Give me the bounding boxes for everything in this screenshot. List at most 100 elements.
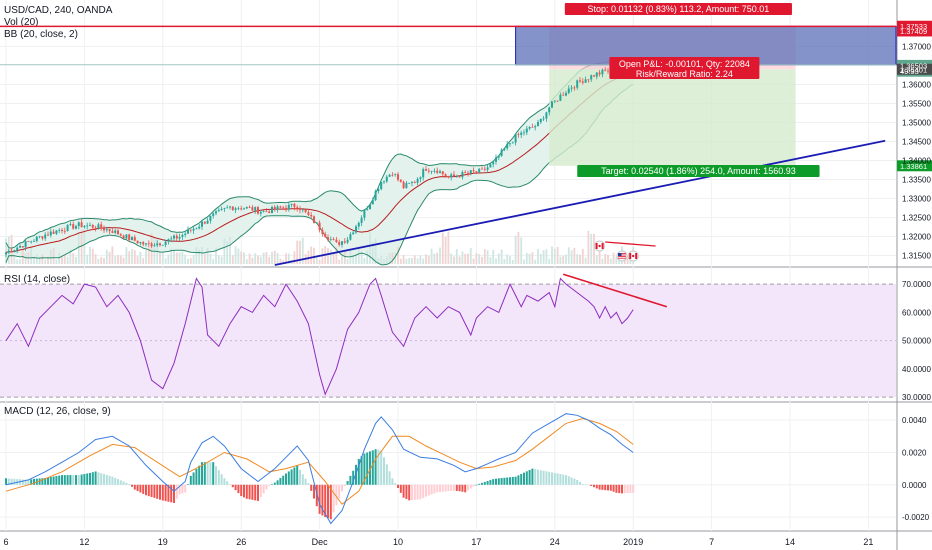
- volume-bar: [75, 256, 77, 264]
- rsi-tick-label: 40.0000: [902, 365, 931, 374]
- candle-body: [374, 191, 377, 201]
- macd-histogram-bar: [307, 483, 310, 485]
- macd-histogram-bar: [58, 475, 61, 485]
- macd-histogram-bar: [133, 484, 136, 490]
- candle-body: [506, 144, 509, 149]
- volume-bar: [66, 256, 69, 264]
- volume-bar: [237, 248, 240, 264]
- macd-histogram-bar: [397, 484, 399, 488]
- volume-bar: [69, 249, 72, 264]
- macd-histogram-bar: [159, 484, 161, 500]
- volume-bar: [562, 255, 565, 264]
- volume-bar: [626, 256, 629, 264]
- volume-bar: [327, 248, 329, 264]
- volume-bar: [145, 250, 147, 264]
- macd-histogram-bar: [413, 484, 416, 500]
- volume-bar: [329, 249, 332, 264]
- macd-histogram-bar: [72, 475, 75, 485]
- volume-bar: [534, 259, 537, 264]
- candle-body: [304, 209, 307, 213]
- macd-histogram-bar: [394, 483, 397, 485]
- macd-histogram-bar: [590, 484, 593, 486]
- price-tag-label: 1.37409: [900, 27, 927, 36]
- candle-body: [19, 246, 21, 248]
- macd-histogram-bar: [231, 484, 234, 488]
- volume-bar: [601, 258, 604, 264]
- candle-body: [265, 211, 268, 213]
- candle-body: [170, 238, 173, 240]
- macd-histogram-bar: [105, 474, 108, 485]
- volume-bar: [122, 257, 125, 264]
- volume-bar: [181, 251, 184, 264]
- volume-bar: [285, 253, 287, 264]
- volume-bar: [164, 258, 167, 264]
- macd-histogram-bar: [5, 478, 7, 485]
- volume-bar: [108, 251, 111, 264]
- macd-histogram-bar: [293, 467, 296, 485]
- macd-histogram-bar: [198, 465, 201, 485]
- candle-body: [27, 241, 30, 242]
- candle-body: [282, 207, 285, 209]
- candle-body: [245, 206, 248, 209]
- candle-body: [444, 174, 447, 177]
- candle-body: [61, 229, 63, 231]
- candle-body: [595, 72, 598, 77]
- volume-bar: [61, 256, 63, 264]
- macd-histogram-bar: [385, 464, 388, 485]
- candle-body: [234, 208, 237, 210]
- macd-histogram-bar: [100, 473, 103, 485]
- volume-bar: [427, 255, 430, 264]
- candle-body: [103, 228, 105, 231]
- volume-bar: [444, 236, 447, 264]
- macd-histogram-bar: [346, 481, 349, 485]
- macd-histogram-bar: [321, 484, 324, 516]
- volume-bar: [49, 249, 52, 264]
- macd-histogram-bar: [150, 484, 153, 498]
- macd-histogram-bar: [131, 484, 133, 487]
- candle-body: [427, 170, 430, 172]
- volume-bar: [346, 259, 349, 264]
- volume-bar: [520, 237, 523, 264]
- volume-bar: [318, 259, 321, 264]
- macd-histogram-bar: [63, 475, 66, 485]
- macd-histogram-bar: [514, 476, 517, 485]
- macd-histogram-bar: [366, 452, 369, 485]
- volume-bar: [189, 258, 192, 264]
- candle-body: [307, 212, 310, 216]
- rsi-tick-label: 60.0000: [902, 308, 931, 317]
- macd-histogram-bar: [483, 481, 486, 485]
- candle-body: [125, 234, 128, 239]
- macd-histogram-bar: [245, 484, 248, 499]
- macd-histogram-bar: [439, 484, 441, 493]
- candle-body: [131, 237, 133, 240]
- macd-histogram-bar: [69, 475, 72, 485]
- macd-histogram-bar: [201, 462, 203, 485]
- macd-histogram-bar: [349, 475, 352, 485]
- price-tag-label: 1.36503: [900, 61, 927, 70]
- volume-bar: [489, 257, 492, 264]
- candle-body: [231, 206, 234, 210]
- macd-histogram-bar: [565, 475, 567, 485]
- macd-histogram-bar: [523, 472, 525, 485]
- candle-body: [472, 170, 475, 172]
- volume-bar: [565, 254, 567, 264]
- price-tick-label: 1.36000: [902, 81, 931, 90]
- candle-body: [380, 181, 383, 190]
- volume-bar: [450, 253, 453, 264]
- macd-histogram-bar: [363, 453, 366, 485]
- macd-label: MACD (12, 26, close, 9): [4, 406, 111, 417]
- candle-body: [360, 217, 363, 223]
- volume-bar: [411, 257, 413, 264]
- macd-histogram-bar: [503, 477, 506, 485]
- macd-histogram-bar: [192, 472, 195, 485]
- candle-body: [21, 246, 24, 248]
- x-tick-label: 21: [863, 537, 873, 547]
- macd-histogram-bar: [455, 484, 458, 491]
- candle-body: [377, 189, 380, 192]
- volume-bar: [531, 252, 534, 264]
- volume-bar: [262, 252, 265, 264]
- candle-body: [525, 128, 528, 133]
- volume-bar: [453, 256, 455, 264]
- us-flag-stripe: [618, 254, 626, 256]
